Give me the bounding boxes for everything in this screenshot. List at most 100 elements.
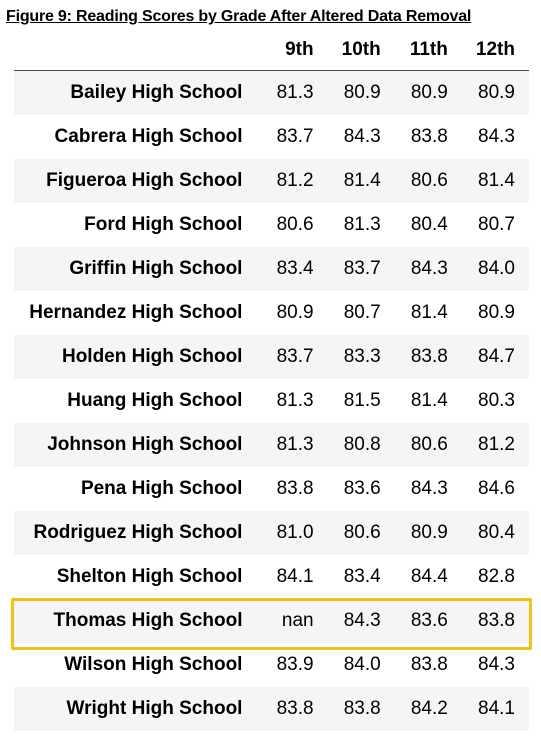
score-cell-11th: 83.8 bbox=[410, 654, 448, 675]
school-name-cell: Rodriguez High School bbox=[33, 522, 243, 543]
table-row: Shelton High School 84.1 83.4 84.4 82.8 bbox=[14, 555, 529, 599]
school-name-cell: Huang High School bbox=[67, 390, 243, 411]
score-cell-12th: 80.9 bbox=[478, 82, 515, 103]
score-cell-12th: 83.8 bbox=[478, 610, 515, 631]
table-row: Wright High School 83.8 83.8 84.2 84.1 bbox=[14, 687, 529, 731]
school-name-cell: Johnson High School bbox=[47, 434, 243, 455]
score-cell-11th: 80.4 bbox=[410, 214, 448, 235]
score-cell-10th: 80.9 bbox=[343, 82, 381, 103]
score-cell-10th: 84.0 bbox=[343, 654, 381, 675]
score-cell-9th: 81.2 bbox=[276, 170, 314, 191]
score-cell-9th: 83.9 bbox=[276, 654, 314, 675]
score-cell-11th: 80.6 bbox=[410, 170, 448, 191]
score-cell-10th: 80.7 bbox=[343, 302, 381, 323]
school-name-cell: Pena High School bbox=[80, 478, 243, 499]
score-cell-11th: 81.4 bbox=[410, 390, 448, 411]
score-cell-11th: 80.9 bbox=[410, 522, 448, 543]
table-row: Figueroa High School 81.2 81.4 80.6 81.4 bbox=[14, 159, 529, 203]
score-cell-11th: 80.9 bbox=[410, 82, 448, 103]
score-cell-9th: 80.9 bbox=[276, 302, 314, 323]
table-row: Bailey High School 81.3 80.9 80.9 80.9 bbox=[14, 70, 529, 115]
score-cell-9th: 81.3 bbox=[276, 390, 314, 411]
table-row: Rodriguez High School 81.0 80.6 80.9 80.4 bbox=[14, 511, 529, 555]
reading-scores-table: 9th 10th 11th 12th Bailey High School 81.… bbox=[14, 30, 529, 731]
school-name-cell: Thomas High School bbox=[53, 610, 243, 631]
score-cell-12th: 80.4 bbox=[478, 522, 515, 543]
column-header-12th: 12th bbox=[461, 30, 529, 71]
table-row: Wilson High School 83.9 84.0 83.8 84.3 bbox=[14, 643, 529, 687]
school-name-cell: Shelton High School bbox=[56, 566, 243, 587]
school-name-cell: Hernandez High School bbox=[29, 302, 243, 323]
score-cell-9th: 83.8 bbox=[276, 698, 314, 719]
score-cell-11th: 84.3 bbox=[410, 478, 448, 499]
school-name-cell: Bailey High School bbox=[70, 82, 243, 103]
score-cell-12th: 84.6 bbox=[478, 478, 515, 499]
column-header-11th: 11th bbox=[394, 30, 462, 71]
score-cell-9th: 83.7 bbox=[276, 126, 314, 147]
school-name-cell: Cabrera High School bbox=[54, 126, 243, 147]
score-cell-10th: 81.5 bbox=[343, 390, 381, 411]
table-row: Huang High School 81.3 81.5 81.4 80.3 bbox=[14, 379, 529, 423]
school-name-cell: Wilson High School bbox=[64, 654, 243, 675]
score-cell-11th: 84.2 bbox=[410, 698, 448, 719]
score-cell-10th: 81.3 bbox=[343, 214, 381, 235]
table-row: Ford High School 80.6 81.3 80.4 80.7 bbox=[14, 203, 529, 247]
score-cell-10th: 83.3 bbox=[343, 346, 381, 367]
score-cell-12th: 84.1 bbox=[478, 698, 515, 719]
score-cell-9th: nan bbox=[281, 610, 314, 631]
score-cell-12th: 80.9 bbox=[478, 302, 515, 323]
score-cell-9th: 80.6 bbox=[276, 214, 314, 235]
score-cell-10th: 84.3 bbox=[343, 610, 381, 631]
score-cell-9th: 81.0 bbox=[276, 522, 314, 543]
score-cell-9th: 81.3 bbox=[276, 434, 314, 455]
table-row: Thomas High School nan 84.3 83.6 83.8 bbox=[14, 599, 529, 643]
table-row: Pena High School 83.8 83.6 84.3 84.6 bbox=[14, 467, 529, 511]
score-cell-12th: 84.0 bbox=[478, 258, 515, 279]
score-cell-12th: 82.8 bbox=[478, 566, 515, 587]
score-cell-12th: 81.2 bbox=[478, 434, 515, 455]
score-cell-12th: 80.3 bbox=[478, 390, 515, 411]
school-name-cell: Wright High School bbox=[66, 698, 243, 719]
score-cell-10th: 80.8 bbox=[343, 434, 381, 455]
school-name-cell: Ford High School bbox=[84, 214, 243, 235]
table-body: Bailey High School 81.3 80.9 80.9 80.9 Cabrer… bbox=[14, 70, 529, 731]
score-cell-12th: 84.3 bbox=[478, 654, 515, 675]
school-name-cell: Figueroa High School bbox=[46, 170, 243, 191]
table-row: Johnson High School 81.3 80.8 80.6 81.2 bbox=[14, 423, 529, 467]
school-name-cell: Griffin High School bbox=[69, 258, 243, 279]
table-row: Griffin High School 83.4 83.7 84.3 84.0 bbox=[14, 247, 529, 291]
score-cell-9th: 83.7 bbox=[276, 346, 314, 367]
score-cell-12th: 84.3 bbox=[478, 126, 515, 147]
score-cell-11th: 83.6 bbox=[410, 610, 448, 631]
score-cell-10th: 84.3 bbox=[343, 126, 381, 147]
score-cell-9th: 84.1 bbox=[276, 566, 314, 587]
score-cell-10th: 83.8 bbox=[343, 698, 381, 719]
score-cell-9th: 81.3 bbox=[276, 82, 314, 103]
figure-title: Figure 9: Reading Scores by Grade After … bbox=[6, 8, 472, 25]
score-cell-11th: 83.8 bbox=[410, 126, 448, 147]
score-cell-9th: 83.8 bbox=[276, 478, 314, 499]
column-header-9th: 9th bbox=[260, 30, 328, 71]
index-header bbox=[14, 30, 261, 71]
score-cell-12th: 81.4 bbox=[478, 170, 515, 191]
header-row: 9th 10th 11th 12th bbox=[14, 30, 529, 71]
table-row: Cabrera High School 83.7 84.3 83.8 84.3 bbox=[14, 115, 529, 159]
score-cell-11th: 84.3 bbox=[410, 258, 448, 279]
score-cell-10th: 83.4 bbox=[343, 566, 381, 587]
table-row: Holden High School 83.7 83.3 83.8 84.7 bbox=[14, 335, 529, 379]
score-cell-10th: 83.6 bbox=[343, 478, 381, 499]
score-cell-11th: 81.4 bbox=[410, 302, 448, 323]
score-cell-10th: 80.6 bbox=[343, 522, 381, 543]
table-row: Hernandez High School 80.9 80.7 81.4 80.9 bbox=[14, 291, 529, 335]
score-cell-11th: 84.4 bbox=[410, 566, 448, 587]
table-header: 9th 10th 11th 12th bbox=[14, 30, 529, 71]
column-header-10th: 10th bbox=[327, 30, 395, 71]
score-cell-12th: 80.7 bbox=[478, 214, 515, 235]
score-cell-10th: 81.4 bbox=[343, 170, 381, 191]
score-cell-10th: 83.7 bbox=[343, 258, 381, 279]
score-cell-11th: 83.8 bbox=[410, 346, 448, 367]
school-name-cell: Holden High School bbox=[61, 346, 243, 367]
score-cell-11th: 80.6 bbox=[410, 434, 448, 455]
score-cell-9th: 83.4 bbox=[276, 258, 314, 279]
score-cell-12th: 84.7 bbox=[478, 346, 515, 367]
